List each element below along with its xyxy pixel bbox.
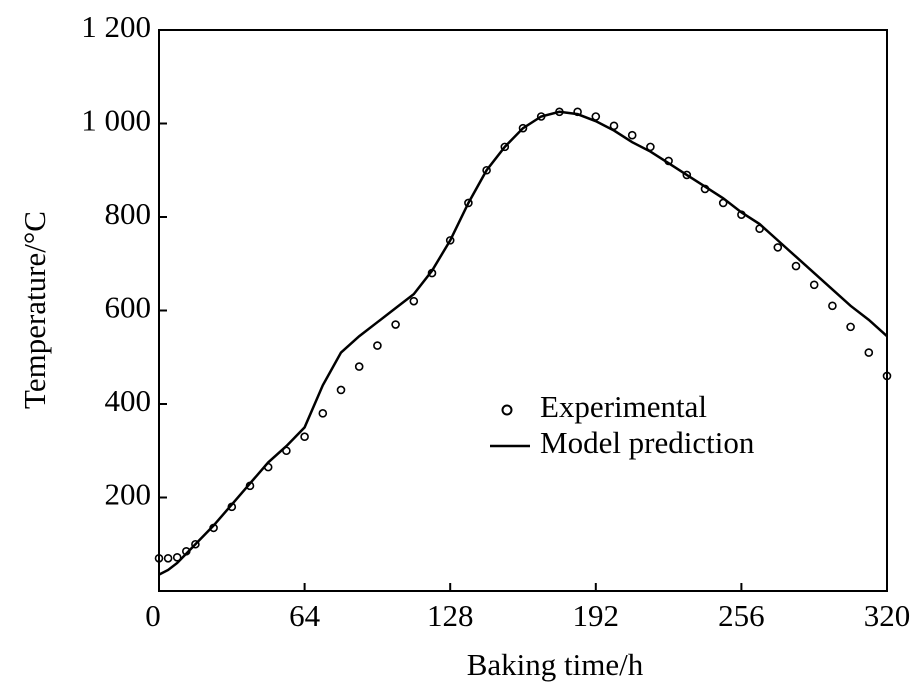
y-tick-label: 800: [105, 196, 152, 231]
data-point: [809, 280, 819, 290]
x-tick-label: 256: [718, 598, 765, 633]
y-tick-label: 400: [105, 383, 152, 418]
x-tick-label: 64: [289, 598, 321, 633]
x-tick-label: 320: [864, 598, 911, 633]
data-point: [409, 296, 419, 306]
data-point: [172, 553, 182, 562]
data-point: [828, 301, 837, 311]
legend-label: Model prediction: [540, 425, 755, 460]
data-point: [846, 322, 855, 332]
data-point: [191, 539, 200, 549]
y-tick-label: 600: [105, 290, 152, 325]
y-tick-label: 1 000: [81, 103, 151, 138]
data-point: [864, 348, 874, 357]
x-tick-label: 0: [145, 598, 161, 633]
legend-label: Experimental: [540, 389, 707, 424]
data-point: [464, 198, 473, 208]
data-point: [482, 165, 491, 175]
data-point: [318, 409, 328, 418]
data-point: [336, 385, 346, 395]
data-point: [627, 130, 637, 140]
y-tick-label: 1 200: [81, 9, 151, 44]
data-point: [391, 320, 400, 329]
y-tick-label: 200: [105, 477, 152, 512]
data-point: [682, 170, 692, 180]
data-point: [791, 261, 801, 271]
x-axis-label: Baking time/h: [467, 647, 644, 682]
y-axis-label: Temperature/°C: [17, 211, 52, 409]
plot-frame: [158, 29, 888, 592]
data-point: [445, 236, 455, 245]
model-line: [158, 110, 888, 576]
legend-marker: [501, 404, 513, 416]
data-point: [882, 371, 892, 381]
data-point: [154, 553, 164, 563]
data-point: [300, 432, 309, 442]
data-point: [518, 123, 528, 133]
data-point: [373, 341, 382, 350]
data-point: [773, 243, 783, 252]
data-point: [163, 553, 173, 563]
x-tick-label: 128: [427, 598, 474, 633]
x-tick-label: 192: [573, 598, 620, 633]
data-point: [354, 362, 364, 371]
data-point: [500, 142, 510, 152]
